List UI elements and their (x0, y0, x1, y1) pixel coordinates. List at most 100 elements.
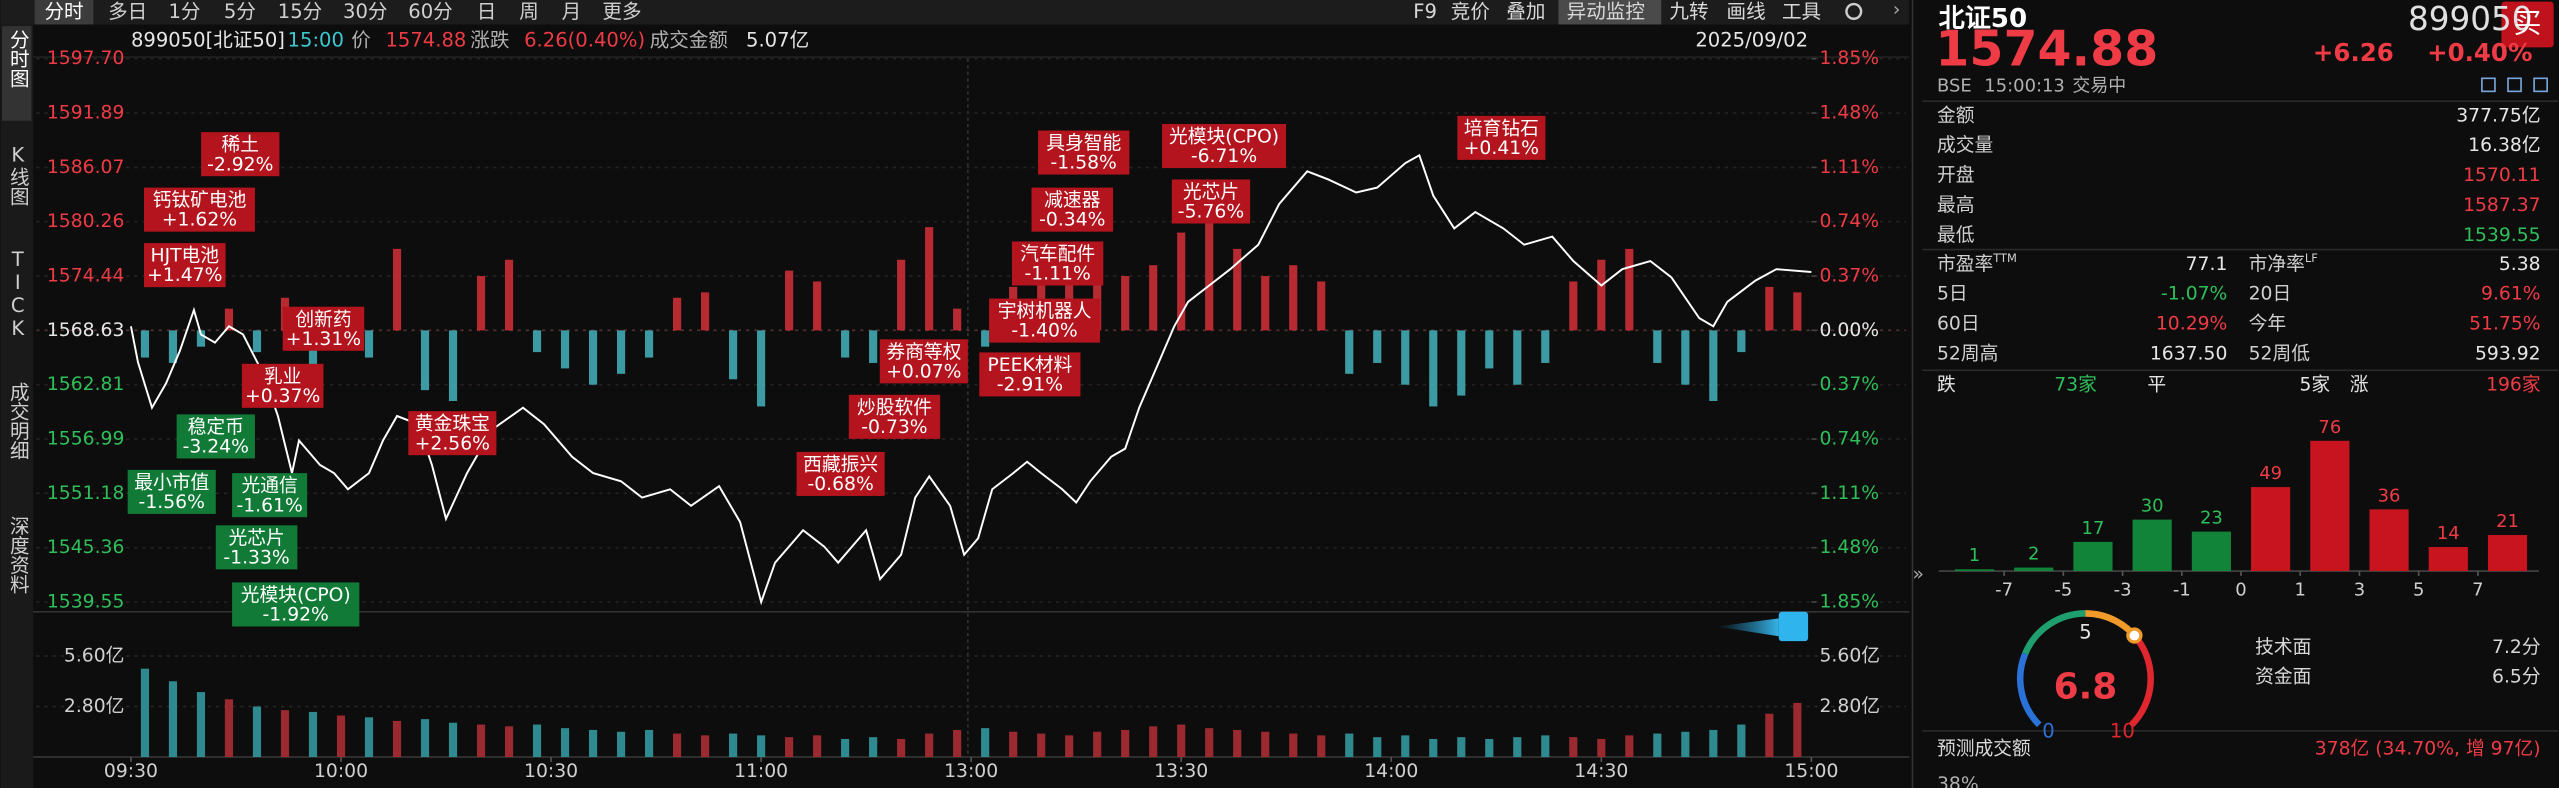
collapse-arrow[interactable]: » (1913, 564, 1924, 585)
sidebar-tab[interactable]: 分时图 (6, 29, 29, 88)
annotation[interactable]: 黄金珠宝+2.56% (408, 411, 497, 456)
annotation[interactable]: 宇树机器人-1.40% (989, 298, 1101, 343)
breadth-bar (420, 330, 430, 391)
distribution-label: 1 (1969, 545, 1980, 566)
annotation[interactable]: 光通信-1.61% (232, 473, 308, 518)
annotation[interactable]: 汽车配件-1.11% (1011, 241, 1104, 286)
annotation[interactable]: 钙钛矿电池+1.62% (143, 187, 255, 232)
annotation[interactable]: 减速器-0.34% (1031, 187, 1114, 232)
volume-bar (757, 735, 766, 758)
volume-bar (1681, 731, 1690, 758)
annotation[interactable]: 具身智能-1.58% (1038, 130, 1130, 175)
buy-button[interactable] (2501, 1, 2554, 48)
volume-tick-label: 2.80亿 (64, 695, 125, 717)
annotation-box (796, 451, 885, 496)
quote-status: 交易中 (2072, 75, 2126, 96)
annotation-name: 炒股软件 (857, 396, 932, 418)
y-tick-label: 1591.89 (47, 103, 125, 124)
toolbar-tool[interactable]: 竞价 (1451, 0, 1490, 23)
sidebar-tab[interactable]: TICK (6, 248, 29, 340)
breadth-bar (168, 330, 178, 363)
annotation[interactable]: 炒股软件-0.73% (848, 394, 941, 439)
toolbar-tab[interactable]: 月 (562, 0, 582, 23)
annotation-box (1031, 187, 1114, 232)
x-tick-label: 13:30 (1154, 761, 1208, 782)
breadth-bar (673, 297, 682, 331)
sidebar-tab[interactable]: K线图 (6, 144, 29, 206)
annotation[interactable]: HJT电池+1.47% (143, 243, 226, 288)
buy-label[interactable]: 买 (2514, 6, 2542, 39)
toolbar-tab[interactable]: 30分 (343, 0, 387, 23)
breadth-bar (1205, 216, 1214, 331)
annotation[interactable]: 券商等权+0.07% (879, 339, 968, 384)
annotation-name: 培育钻石 (1464, 117, 1539, 139)
volume-bar (841, 738, 850, 758)
quote-pct: +0.40% (2427, 38, 2532, 67)
volume-bar (588, 729, 598, 758)
toolbar-tab[interactable]: 5分 (224, 0, 256, 23)
settings-icon[interactable] (1845, 2, 1863, 20)
annotation[interactable]: 乳业+0.37% (241, 363, 324, 408)
toolbar-tool[interactable]: F9 (1413, 0, 1437, 23)
y-tick-label: 1580.26 (47, 211, 125, 232)
volume-bar (1597, 738, 1606, 758)
volume-bar (925, 733, 934, 758)
forecast-label: 预测成交额 (1937, 737, 2031, 759)
quote-change: +6.26 (2313, 38, 2394, 67)
toolbar-tab[interactable]: 1分 (168, 0, 200, 23)
annotation[interactable]: 光芯片-1.33% (215, 525, 298, 570)
breadth-bar (1765, 286, 1774, 331)
volume-bar (1009, 731, 1018, 758)
stat-value: 1570.11 (2463, 165, 2541, 186)
up-label: 涨 (2350, 374, 2369, 396)
toolbar-tool[interactable]: 工具 (1782, 0, 1821, 23)
volume-bar (1513, 737, 1522, 758)
annotation-change: -1.58% (1051, 153, 1117, 174)
toolbar-tab[interactable]: 更多 (602, 0, 641, 23)
toolbar-tool[interactable]: 叠加 (1506, 0, 1545, 23)
toolbar-tab[interactable]: 15分 (278, 0, 322, 23)
annotation-change: -1.56% (139, 492, 205, 513)
toolbar-tab[interactable]: 日 (477, 0, 497, 23)
annotation[interactable]: 稳定币-3.24% (176, 414, 255, 459)
annotation-box (143, 243, 226, 288)
sidebar-tab[interactable]: 成交明细 (6, 382, 29, 460)
stat-value: 1587.37 (2463, 195, 2541, 216)
breadth-bar (785, 270, 794, 331)
toolbar-tool[interactable]: 九转 (1669, 0, 1708, 23)
volume-bar (1345, 733, 1354, 758)
toolbar-tool[interactable]: 画线 (1727, 0, 1766, 23)
x-tick-label: 15:00 (1784, 761, 1838, 782)
annotation[interactable]: 光模块(CPO)-1.92% (232, 582, 360, 627)
gauge-tick-label: 0 (2042, 719, 2054, 742)
annotation[interactable]: 稀土-2.92% (201, 132, 280, 177)
quote-time: 15:00:13 (1984, 75, 2065, 96)
toolbar-tab[interactable]: 多日 (108, 0, 147, 23)
breadth-bar (392, 248, 402, 331)
annotation-change: -1.40% (1011, 321, 1077, 342)
distribution-tick-label: 5 (2413, 580, 2424, 601)
annotation[interactable]: 培育钻石+0.41% (1457, 115, 1546, 160)
breadth-bar (701, 292, 710, 331)
toolbar-tab[interactable]: 分时 (44, 0, 83, 23)
collapse-arrow[interactable]: › (1893, 0, 1900, 20)
volume-bar (476, 724, 486, 758)
annotation-change: +1.62% (162, 210, 237, 231)
annotation[interactable]: 光芯片-5.76% (1171, 179, 1251, 224)
annotation[interactable]: 光模块(CPO)-6.71% (1162, 123, 1287, 169)
volume-bar (813, 735, 822, 758)
annotation[interactable]: 西藏振兴-0.68% (796, 451, 885, 496)
distribution-label: 76 (2318, 417, 2341, 438)
toolbar-tab[interactable]: 周 (519, 0, 539, 23)
annotation[interactable]: PEEK材料-2.91% (979, 352, 1081, 397)
annotation-change: -3.24% (183, 437, 249, 458)
annotation[interactable]: 创新药+1.31% (282, 306, 365, 351)
annotation-change: -1.61% (236, 495, 302, 516)
toolbar-tool[interactable]: 异动监控 (1567, 0, 1645, 23)
breadth-bar (1317, 281, 1326, 331)
annotation[interactable]: 最小市值-1.56% (127, 469, 216, 514)
toolbar-tab[interactable]: 60分 (408, 0, 452, 23)
sidebar-tab[interactable]: 深度资料 (6, 516, 29, 594)
volume-bar (308, 711, 318, 758)
